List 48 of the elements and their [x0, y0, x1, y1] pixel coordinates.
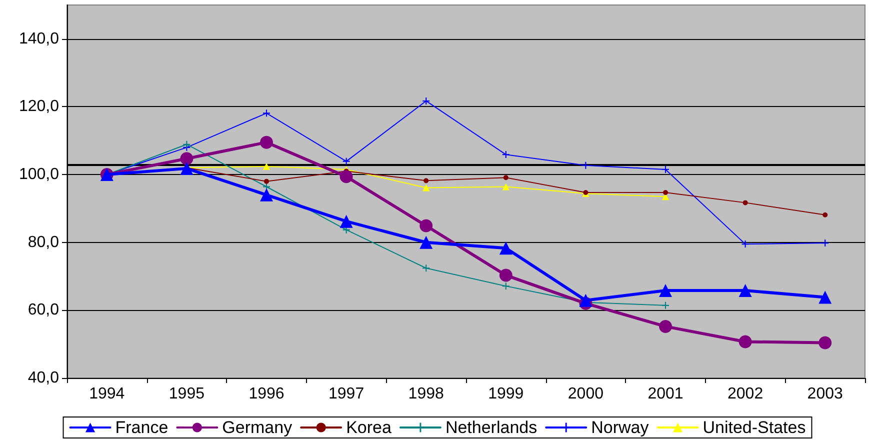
point: [264, 178, 269, 184]
legend-label: United-States: [702, 418, 806, 437]
legend-label: France: [115, 418, 168, 437]
x-tick-label: 1997: [328, 386, 364, 402]
point: [738, 284, 752, 298]
point: [503, 175, 508, 180]
legend-label: Korea: [346, 418, 392, 437]
point: [180, 152, 194, 166]
y-tick-label: 100,0: [18, 166, 60, 184]
point: [422, 184, 430, 192]
point: [663, 190, 668, 196]
point: [340, 214, 353, 228]
point: [180, 162, 194, 175]
point: [420, 219, 433, 232]
x-tick-label: 1999: [488, 386, 524, 402]
point: [818, 336, 832, 350]
y-tick-label: 120,0: [18, 98, 60, 116]
y-tick-label: 40,0: [28, 370, 60, 386]
point: [499, 242, 512, 255]
point: [822, 212, 828, 218]
point: [499, 268, 512, 282]
point: [340, 170, 353, 184]
point: [818, 290, 832, 304]
x-tick-label: 2000: [568, 386, 604, 402]
point: [738, 335, 752, 348]
point: [659, 284, 672, 298]
y-tick-label: 80,0: [28, 234, 60, 251]
x-tick-label: 1996: [248, 386, 284, 402]
point: [659, 320, 672, 333]
point: [742, 200, 748, 206]
point: [260, 136, 273, 149]
legend-label: Germany: [222, 418, 293, 437]
x-tick-label: 2001: [648, 386, 684, 402]
point: [420, 236, 433, 249]
x-tick-label: 2003: [807, 386, 843, 402]
point: [424, 178, 429, 184]
point: [502, 183, 510, 190]
x-tick-label: 1995: [168, 386, 205, 402]
point: [263, 162, 270, 170]
x-tick-label: 2002: [728, 386, 764, 402]
point: [260, 188, 273, 202]
y-tick-label: 140,0: [18, 30, 60, 48]
y-tick-label: 60,0: [28, 302, 60, 319]
legend-label: Norway: [591, 418, 650, 437]
point: [579, 294, 592, 307]
x-tick-label: 1994: [89, 386, 125, 402]
legend-label: Netherlands: [445, 418, 538, 437]
x-tick-label: 1998: [408, 386, 444, 402]
